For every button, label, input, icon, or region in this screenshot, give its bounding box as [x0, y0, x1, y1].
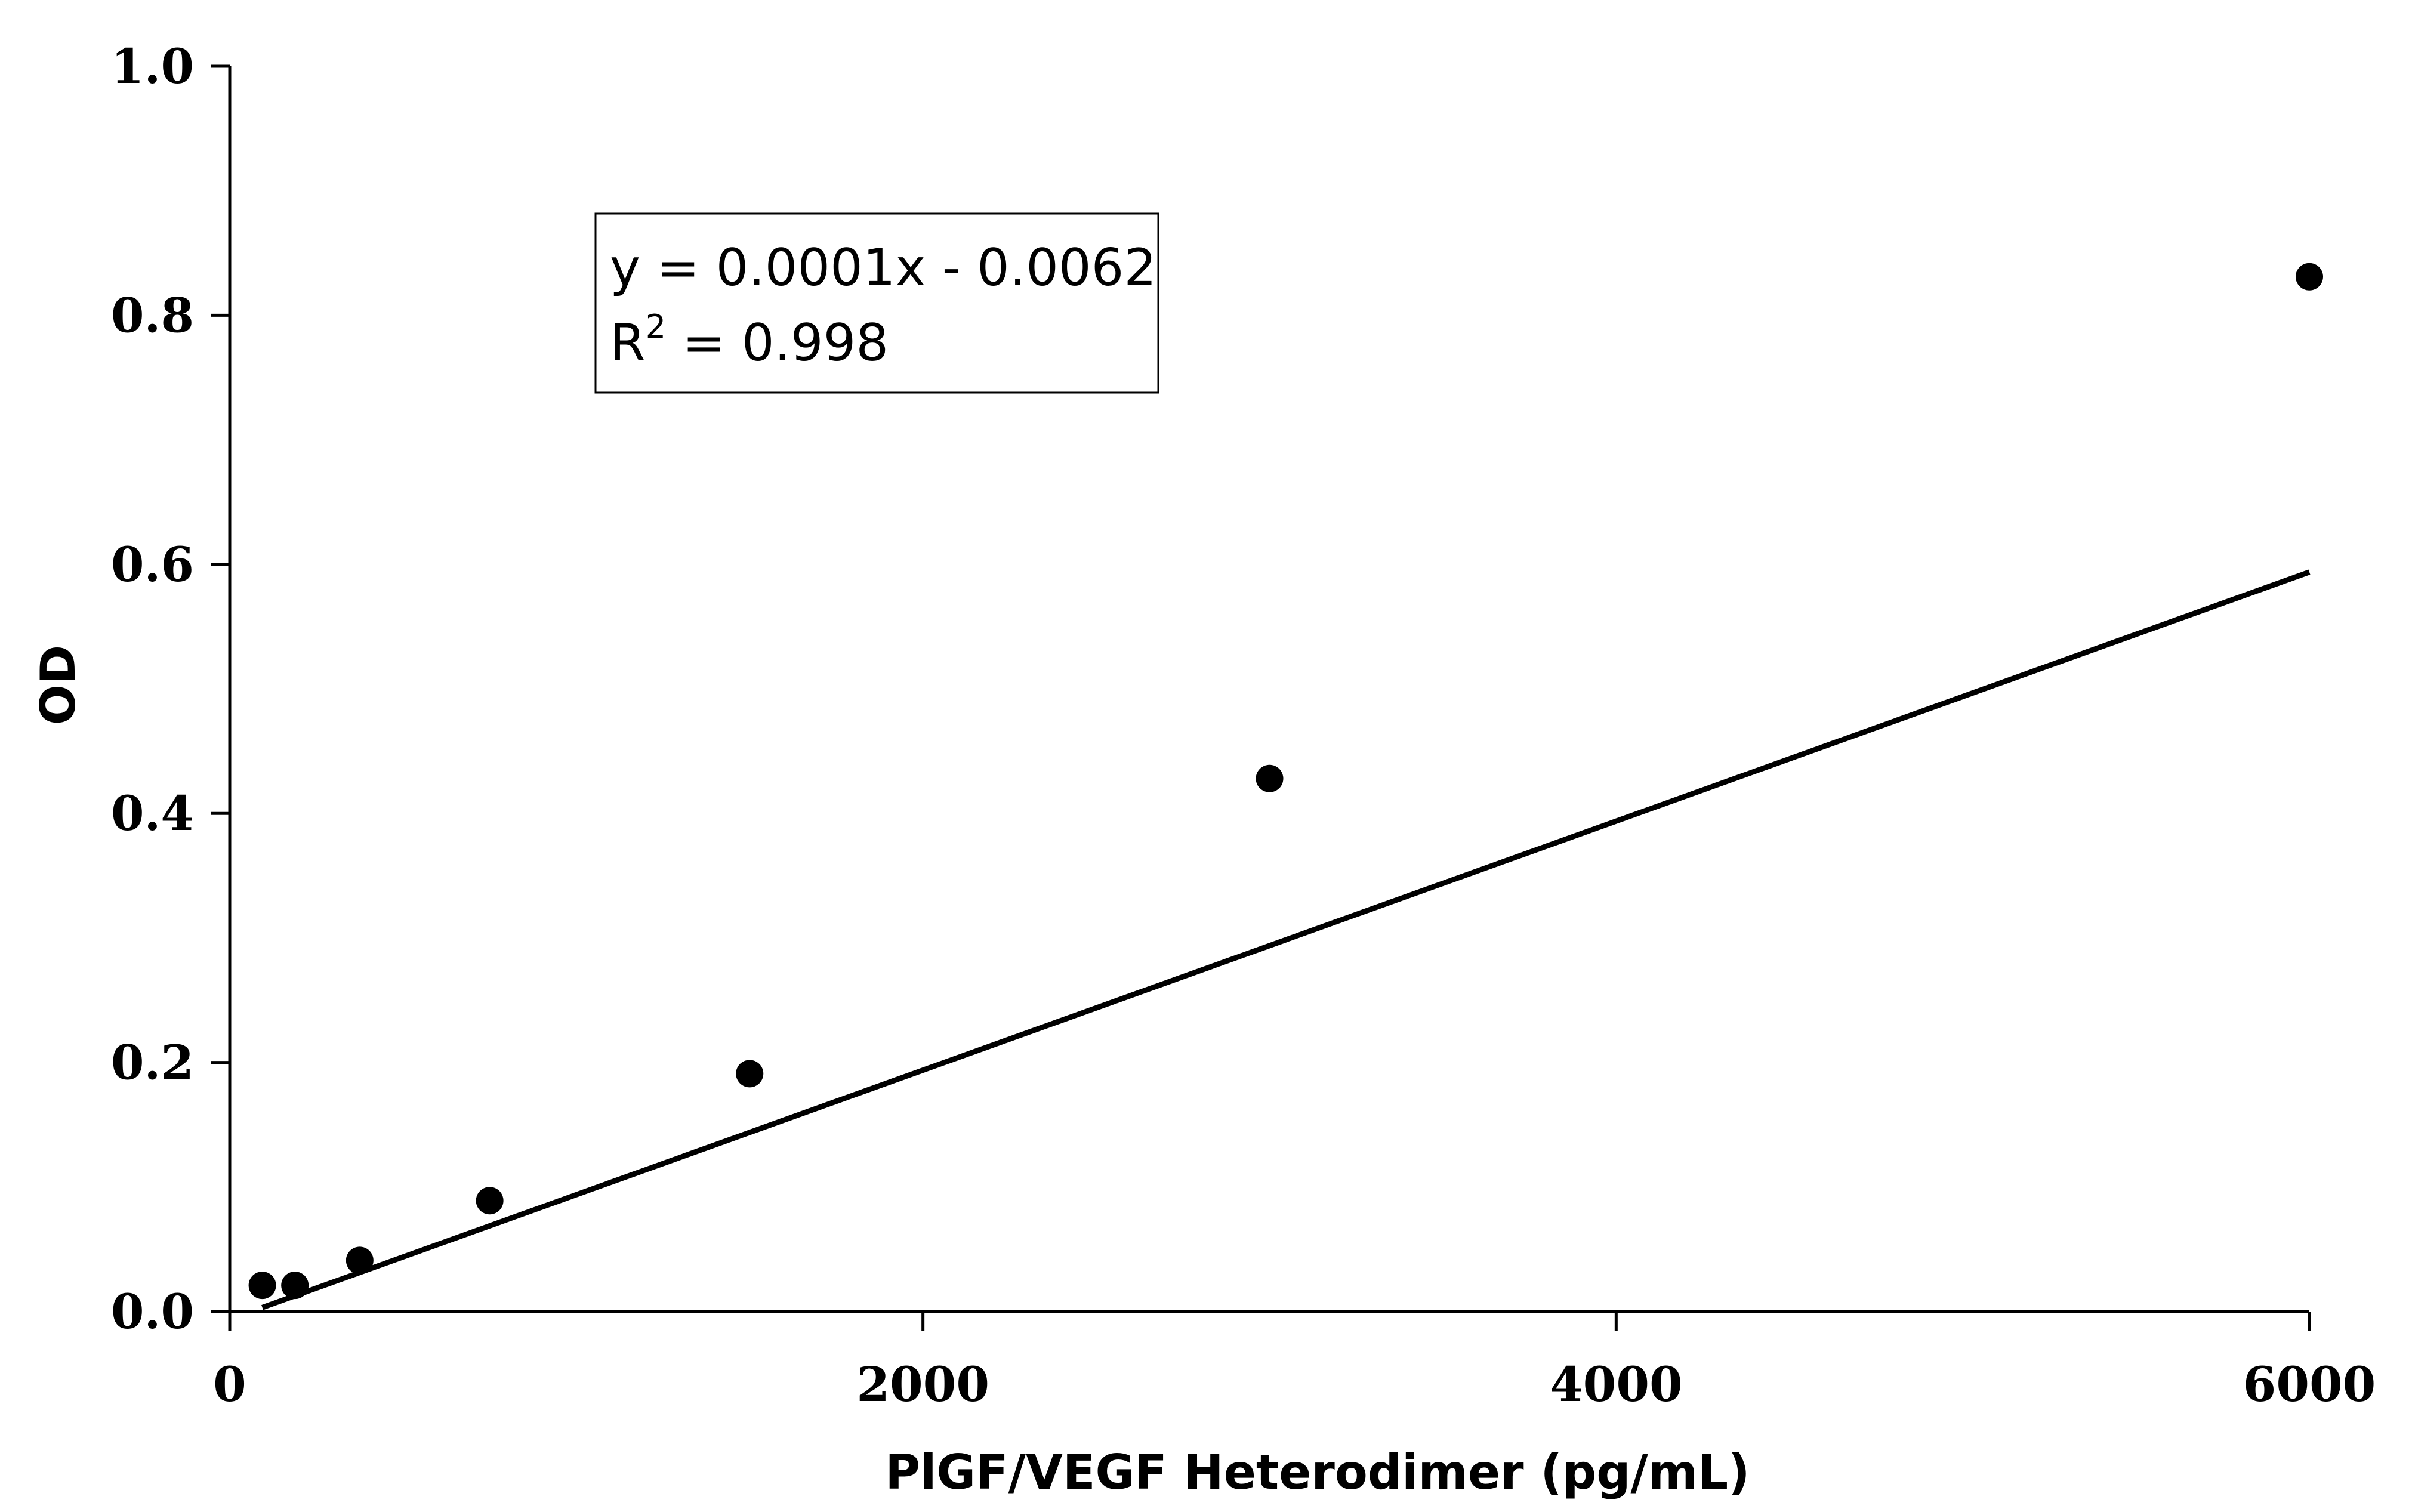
data-point — [248, 1272, 276, 1300]
x-tick-label: 4000 — [1550, 1356, 1683, 1412]
trendline — [261, 569, 2311, 1310]
x-axis-ticks: 0 2000 4000 6000 — [213, 1312, 2376, 1412]
axes — [228, 66, 2309, 1313]
y-tick-label: 0.2 — [111, 1035, 194, 1091]
data-point — [476, 1187, 504, 1215]
data-point — [736, 1060, 764, 1088]
regression-annotation: y = 0.0001x - 0.0062 R2 = 0.998 — [594, 212, 1159, 394]
data-point — [1256, 764, 1284, 792]
y-tick-label: 0.4 — [111, 785, 194, 841]
y-tick-label: 0.8 — [111, 287, 194, 343]
data-point — [2296, 263, 2323, 291]
regression-equation: y = 0.0001x - 0.0062 — [610, 238, 1156, 298]
annotation-box — [594, 212, 1159, 394]
y-tick-label: 0.6 — [111, 536, 194, 593]
data-point — [346, 1246, 374, 1275]
data-point — [281, 1272, 309, 1300]
y-axis-ticks: 0.0 0.2 0.4 0.6 0.8 1.0 — [111, 38, 230, 1340]
y-tick-label: 1.0 — [111, 38, 194, 94]
x-tick-label: 6000 — [2243, 1356, 2376, 1412]
y-tick-label: 0.0 — [111, 1283, 194, 1340]
trendline-group — [261, 569, 2311, 1310]
r-squared-label: R2 = 0.998 — [610, 308, 889, 373]
x-tick-label: 0 — [213, 1356, 246, 1412]
y-axis-title: OD — [30, 645, 86, 725]
x-axis-title: PlGF/VEGF Heterodimer (pg/mL) — [885, 1445, 1750, 1500]
data-points — [248, 263, 2323, 1300]
x-tick-label: 2000 — [856, 1356, 989, 1412]
